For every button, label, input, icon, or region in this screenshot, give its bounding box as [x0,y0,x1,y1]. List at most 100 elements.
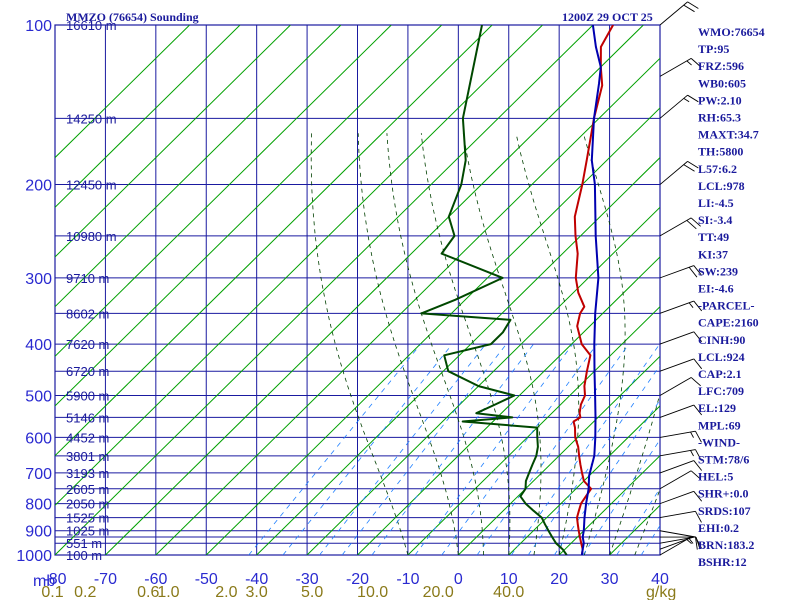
mixing-ratio-line-30 [616,487,660,555]
index-9: LCL:978 [698,179,745,193]
mixing-ratio-label-0: 0.1 [41,584,63,600]
wind-barb-staff [659,94,688,119]
mixing-ratio-label-7: 10.0 [357,584,388,600]
wind-barb-staff [659,1,688,26]
temperature-label--70: -70 [94,571,117,588]
mixing-ratio-line-1 [371,343,534,555]
dewpoint-line [420,25,568,555]
wind-barb-flag [690,470,701,480]
pressure-label-700: 700 [25,466,52,483]
wind-barb-750 [659,470,701,490]
wind-barb-staff [659,449,696,457]
mixing-ratio-line-0.1 [248,343,422,555]
wind-barb-staff [659,536,696,544]
mixing-ratio-line-5 [476,343,630,555]
moist-adiabat-5 [386,133,484,555]
wind-barb-half-flag [690,450,694,457]
index-22: EL:129 [698,401,736,415]
wind-barb-staff [659,490,694,505]
pressure-label-500: 500 [25,388,52,405]
index-13: KI:37 [698,247,728,261]
isotherm--110 [55,25,443,407]
temperature-label--20: -20 [346,571,369,588]
wind-barb-flag [695,430,702,443]
pressure-label-300: 300 [25,271,52,288]
isotherm--80 [55,25,594,555]
index-25: STM:78/6 [698,453,749,467]
wind-barb-half-flag [688,302,694,308]
wind-barb-flag [690,58,701,68]
index-23: MPL:69 [698,418,741,432]
wind-barb-850 [659,510,702,523]
moist-adiabat-20 [515,133,580,555]
isotherm--20 [357,256,660,555]
temperature-line [572,25,614,555]
mixing-ratio-label-3: 1.0 [157,584,179,600]
index-15: EI:-4.6 [698,282,734,296]
wind-barb-flag [695,449,702,461]
wind-barb-900 [659,530,698,550]
isotherm--70 [105,25,644,555]
wind-barb-flag [690,377,701,387]
height-label-200: 12450 m [66,178,117,193]
pressure-label-600: 600 [25,430,52,447]
mixing-ratio-line-20 [582,439,660,555]
height-label-700: 3193 m [66,466,109,481]
wind-barb-flag [687,161,699,169]
wind-barb-staff [659,510,696,519]
wind-barb-staff [659,265,694,279]
wind-barb-half-flag [688,538,694,544]
wind-barb-half-flag [690,431,694,438]
temperature-label-10: 10 [500,571,518,588]
pressure-label-200: 200 [25,178,52,195]
isotherm--30 [306,206,660,555]
wind-barb-550 [659,404,703,418]
isotherm--120 [55,25,392,358]
wind-barb-staff [659,300,694,314]
wind-barb-staff [659,377,692,396]
index-7: TH:5800 [698,145,743,159]
temperature-label--40: -40 [245,571,268,588]
mixing-ratio-line-3 [441,343,598,555]
pressure-label-1000: 1000 [16,548,52,565]
wind-barb-600 [659,430,702,443]
index-18: CINH:90 [698,333,745,347]
wind-barb-650 [659,449,702,461]
temperature-label--10: -10 [396,571,419,588]
pressure-label-800: 800 [25,497,52,514]
wind-barb-staff [659,161,688,185]
temperature-label--60: -60 [144,571,167,588]
temperature-label-20: 20 [550,571,568,588]
wind-barb-flag [690,217,701,227]
wind-barb-staff [659,217,692,237]
wind-barb-flag [688,266,698,278]
mixing-ratio-label-2: 0.6 [137,584,159,600]
index-0: WMO:76654 [698,25,765,39]
wind-barb-500 [659,377,701,396]
mixing-ratio-line-10 [527,364,660,555]
index-16: -PARCEL- [698,299,754,313]
index-29: EHI:0.2 [698,521,739,535]
wind-barb-flag [695,536,698,550]
temperature-label-0: 0 [454,571,463,588]
wind-barb-flag [693,358,703,370]
wind-barb-flag [693,460,703,471]
isotherm-0 [457,355,660,555]
index-11: SI:-3.4 [698,213,732,227]
height-label-650: 3801 m [66,449,109,464]
isotherm--160 [55,25,190,159]
moist-adiabat-10 [420,133,511,555]
wind-barb-staff [659,430,696,438]
moist-adiabat-30 [609,392,660,555]
moist-adiabat--10 [310,133,409,555]
wind-barbs-layer [659,1,703,556]
height-label-300: 9710 m [66,271,109,286]
height-label-400: 7620 m [66,337,109,352]
wind-barb-half-flag [686,60,692,66]
temperature-label--30: -30 [296,571,319,588]
index-21: LFC:709 [698,384,744,398]
height-label-600: 4452 m [66,430,109,445]
mixing-ratio-label-5: 3.0 [246,584,268,600]
index-8: L57:6.2 [698,162,737,176]
